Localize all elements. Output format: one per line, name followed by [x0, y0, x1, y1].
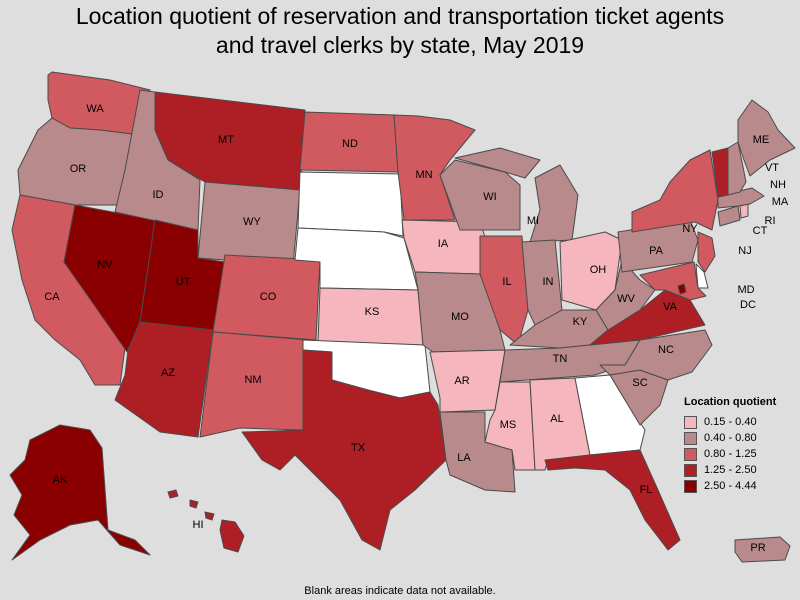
state-label-va: VA	[663, 301, 678, 313]
state-label-or: OR	[70, 163, 87, 175]
title-line-1: Location quotient of reservation and tra…	[75, 3, 725, 29]
state-label-dc: DC	[740, 299, 756, 311]
state-label-oh: OH	[590, 264, 607, 276]
state-label-ak: AK	[53, 474, 68, 486]
legend-label: 1.25 - 2.50	[704, 464, 757, 476]
state-label-az: AZ	[161, 367, 175, 379]
state-wi[interactable]	[439, 159, 521, 231]
state-wv[interactable]	[595, 259, 656, 331]
state-ri[interactable]	[739, 203, 749, 219]
legend-swatch	[684, 415, 697, 429]
legend-title: Location quotient	[684, 396, 777, 408]
state-hi[interactable]	[167, 489, 245, 553]
state-ak[interactable]	[9, 424, 151, 561]
state-dc[interactable]	[677, 283, 687, 295]
state-label-ca: CA	[44, 291, 60, 303]
state-nh[interactable]	[727, 141, 747, 196]
state-az[interactable]	[114, 321, 214, 438]
legend: Location quotient 0.15 - 0.40 0.40 - 0.8…	[684, 396, 796, 494]
state-label-la: LA	[457, 452, 471, 464]
state-label-ar: AR	[454, 375, 469, 387]
state-label-me: ME	[753, 134, 770, 146]
state-label-nj: NJ	[738, 245, 751, 257]
state-label-al: AL	[550, 413, 563, 425]
legend-swatch	[684, 479, 697, 493]
state-label-ks: KS	[365, 306, 380, 318]
state-label-pr: PR	[750, 542, 765, 554]
state-label-co: CO	[260, 291, 277, 303]
state-label-il: IL	[502, 276, 511, 288]
state-label-ky: KY	[573, 316, 588, 328]
state-ny[interactable]	[631, 149, 719, 233]
legend-swatch	[684, 447, 697, 461]
state-label-nc: NC	[658, 344, 674, 356]
footnote: Blank areas indicate data not available.	[304, 585, 496, 597]
state-label-ma: MA	[772, 196, 789, 208]
legend-row: 0.80 - 1.25	[684, 446, 796, 462]
state-label-fl: FL	[640, 484, 653, 496]
state-label-nv: NV	[97, 259, 113, 271]
state-label-ia: IA	[438, 238, 449, 250]
legend-row: 0.15 - 0.40	[684, 414, 796, 430]
legend-swatch	[684, 431, 697, 445]
legend-row: 1.25 - 2.50	[684, 462, 796, 478]
legend-row: 0.40 - 0.80	[684, 430, 796, 446]
state-label-tn: TN	[553, 353, 568, 365]
state-nj[interactable]	[697, 231, 716, 273]
state-tx[interactable]	[241, 349, 447, 551]
state-co[interactable]	[212, 254, 321, 341]
state-label-md: MD	[737, 284, 754, 296]
state-label-ri: RI	[765, 215, 776, 227]
state-label-tx: TX	[351, 442, 366, 454]
title-line-2: and travel clerks by state, May 2019	[215, 32, 585, 58]
state-label-ny: NY	[682, 223, 698, 235]
state-label-mi: MI	[527, 215, 539, 227]
legend-row: 2.50 - 4.44	[684, 478, 796, 494]
state-label-id: ID	[153, 189, 164, 201]
state-label-pa: PA	[649, 245, 664, 257]
state-label-mo: MO	[451, 311, 469, 323]
state-pr[interactable]	[734, 536, 791, 563]
state-label-mn: MN	[415, 169, 432, 181]
state-ma[interactable]	[717, 187, 765, 209]
state-label-ms: MS	[500, 419, 517, 431]
state-label-wy: WY	[243, 216, 261, 228]
state-label-wi: WI	[483, 191, 496, 203]
state-label-in: IN	[543, 276, 554, 288]
state-de[interactable]	[695, 263, 709, 289]
state-nc[interactable]	[599, 329, 713, 381]
state-label-mt: MT	[218, 134, 234, 146]
state-label-ut: UT	[176, 276, 191, 288]
legend-label: 0.15 - 0.40	[704, 416, 757, 428]
state-label-sc: SC	[632, 377, 647, 389]
state-label-hi: HI	[193, 519, 204, 531]
state-label-nh: NH	[770, 179, 786, 191]
state-la[interactable]	[439, 411, 516, 493]
state-label-vt: VT	[765, 162, 779, 174]
state-me[interactable]	[737, 99, 796, 177]
state-label-nm: NM	[244, 374, 261, 386]
state-fl[interactable]	[544, 449, 681, 551]
state-sd[interactable]	[297, 171, 404, 237]
state-ct[interactable]	[717, 205, 741, 227]
state-label-nd: ND	[342, 138, 358, 150]
state-md[interactable]	[639, 261, 707, 301]
state-label-wa: WA	[86, 103, 104, 115]
state-mn[interactable]	[393, 114, 476, 221]
state-nm[interactable]	[199, 331, 309, 438]
legend-label: 0.40 - 0.80	[704, 432, 757, 444]
legend-label: 0.80 - 1.25	[704, 448, 757, 460]
state-ar[interactable]	[429, 349, 506, 413]
legend-label: 2.50 - 4.44	[704, 480, 757, 492]
state-label-wv: WV	[617, 293, 635, 305]
legend-swatch	[684, 463, 697, 477]
chart-title: Location quotient of reservation and tra…	[0, 2, 800, 60]
state-label-ct: CT	[753, 225, 768, 237]
